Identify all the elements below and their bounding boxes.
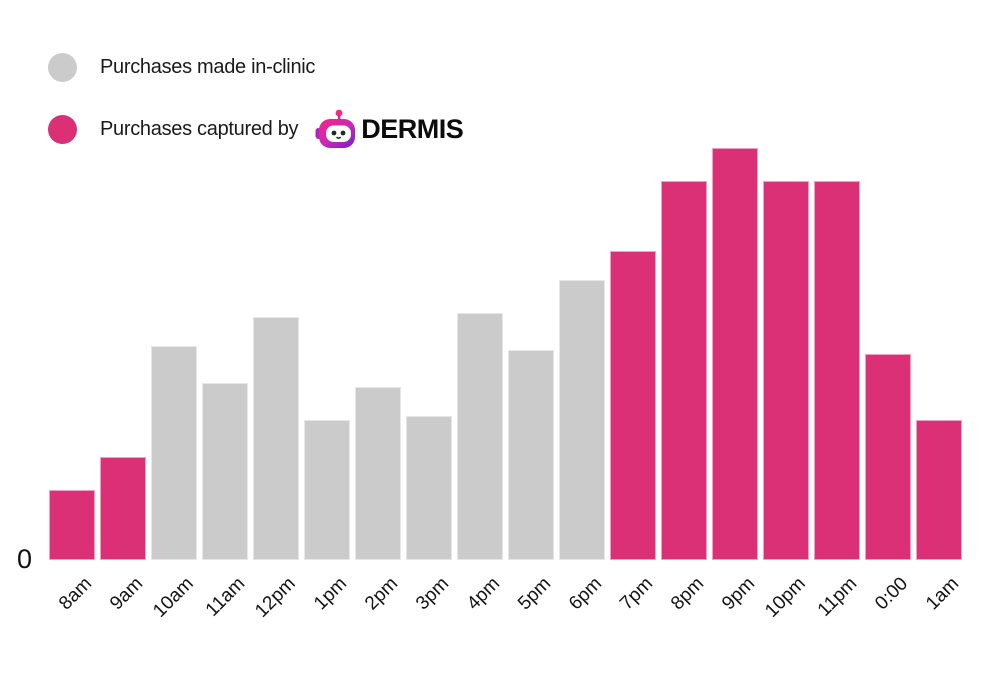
legend-dot-in-clinic [48,53,77,82]
dermis-wordmark: DERMIS [361,113,464,144]
bar-12pm [253,317,299,560]
x-tick-12pm: 12pm [251,573,301,622]
bar-1am [916,420,962,560]
x-tick-8am: 8am [55,573,97,615]
bar-9pm [712,148,758,560]
legend-item-dermis: Purchases captured by [48,109,464,148]
bar-9am [100,457,146,560]
legend-item-in-clinic: Purchases made in-clinic [48,53,315,82]
bar-10pm [763,181,809,560]
x-tick-1pm: 1pm [310,573,352,615]
x-tick-5pm: 5pm [514,573,556,615]
dermis-logo: DERMIS [314,108,464,150]
x-tick-6pm: 6pm [565,573,607,615]
bar-11am [202,383,248,560]
x-tick-3pm: 3pm [412,573,454,615]
x-tick-9am: 9am [106,573,148,615]
x-tick-11pm: 11pm [813,573,862,621]
robot-head-icon [315,109,356,148]
bar-8pm [661,181,707,560]
x-tick-0:00: 0:00 [871,573,913,615]
bar-0:00 [865,354,911,560]
legend-label-in-clinic: Purchases made in-clinic [100,56,316,78]
x-tick-10pm: 10pm [761,573,811,622]
bar-5pm [508,350,554,560]
bar-3pm [406,416,452,560]
y-axis-zero-label: 0 [16,544,32,574]
x-tick-9pm: 9pm [718,573,760,615]
bar-1pm [304,420,350,560]
bar-11pm [814,181,860,560]
x-tick-11am: 11am [201,573,250,621]
bar-6pm [559,280,605,560]
bar-4pm [457,313,503,560]
x-tick-8pm: 8pm [667,573,709,615]
x-tick-7pm: 7pm [616,573,658,615]
bar-8am [49,490,95,560]
bar-7pm [610,251,656,560]
x-tick-4pm: 4pm [463,573,505,615]
legend-dot-dermis [48,114,77,144]
x-tick-1am: 1am [922,573,964,615]
bar-2pm [355,387,401,560]
legend-label-dermis: Purchases captured by [100,117,299,140]
x-tick-2pm: 2pm [361,573,403,615]
x-tick-10am: 10am [149,573,199,622]
bar-10am [151,346,197,560]
